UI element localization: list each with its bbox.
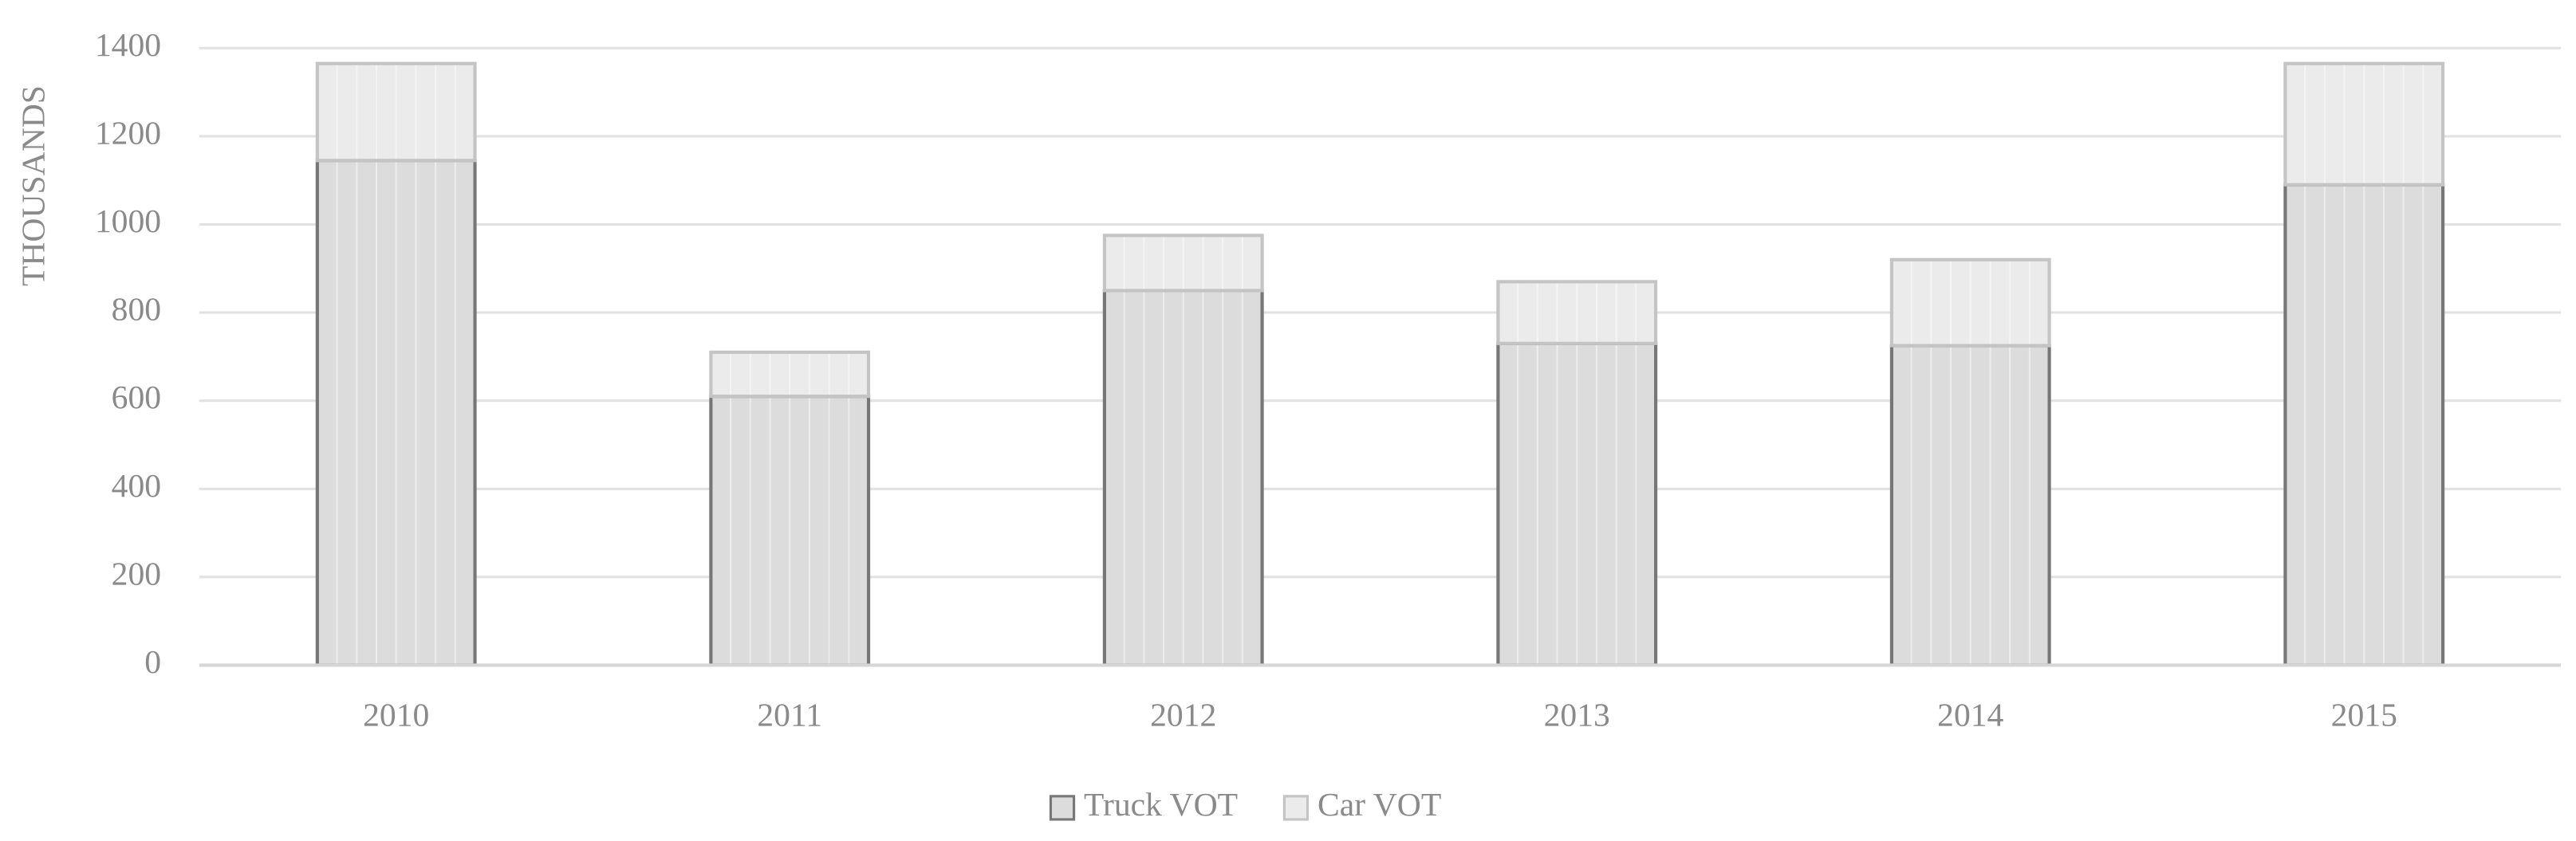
bar-segment [1496,341,1658,667]
x-tick-label: 2010 [363,698,429,734]
y-tick-label: 1200 [95,115,161,151]
y-tick-label: 200 [112,556,161,592]
y-tick-label: 0 [144,644,161,681]
x-tick-label: 2014 [1937,698,2003,734]
bar-segment [1889,257,2051,348]
y-tick-label: 400 [112,468,161,505]
legend-swatch [1049,795,1076,821]
y-axis-label: THOUSANDS [16,85,53,286]
bar-segment [1496,280,1658,345]
y-tick-label: 600 [112,379,161,416]
bar-segment [1889,344,2051,667]
bar-segment [315,159,477,667]
bar-segment [2283,61,2445,187]
x-tick-label: 2012 [1150,698,1216,734]
bar-segment [315,61,477,163]
x-tick-label: 2013 [1544,698,1610,734]
bar-segment [1102,234,1264,293]
bar-segment [2283,183,2445,667]
x-tick-label: 2011 [757,698,822,734]
y-tick-label: 800 [112,292,161,328]
legend-label: Car VOT [1318,787,1441,823]
bar-segment [709,350,871,399]
y-tick-label: 1400 [95,27,161,64]
legend-label: Truck VOT [1084,787,1238,823]
x-tick-label: 2015 [2331,698,2397,734]
legend-swatch [1282,795,1310,821]
y-tick-label: 1000 [95,203,161,240]
